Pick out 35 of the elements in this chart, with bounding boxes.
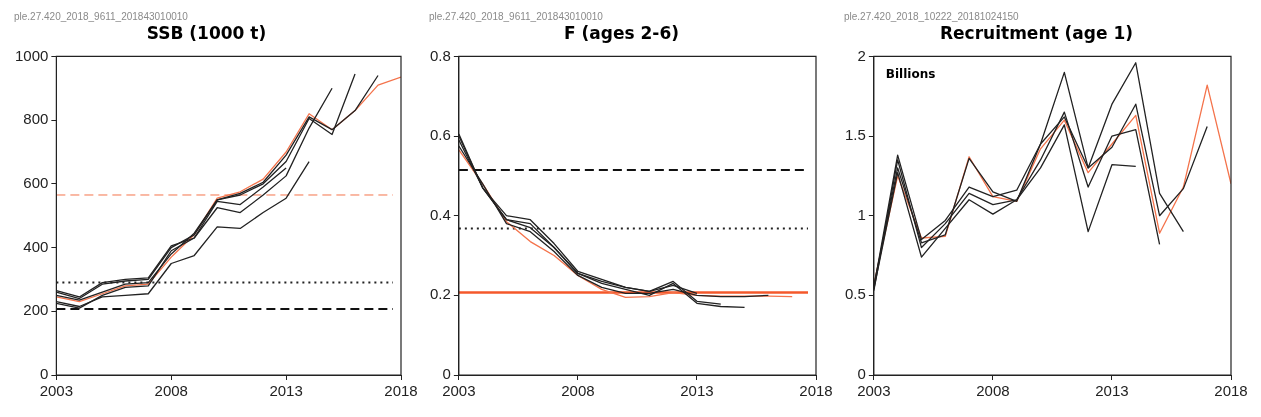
y-tick-label: 1000 <box>14 46 49 64</box>
x-tick-label: 2013 <box>269 382 303 400</box>
y-tick-label: 1 <box>857 205 866 223</box>
y-tick-label: 0 <box>442 365 451 383</box>
x-tick-label: 2018 <box>799 382 833 400</box>
y-tick-label: 0 <box>40 365 49 383</box>
y-tick-label: 400 <box>23 237 49 255</box>
x-tick-label: 2008 <box>154 382 188 400</box>
y-tick-label: 1.5 <box>844 126 866 144</box>
x-tick-label: 2018 <box>384 382 418 400</box>
y-tick-label: 0.4 <box>429 205 451 223</box>
x-tick-label: 2003 <box>39 382 74 400</box>
y-tick-label: 0 <box>857 365 866 383</box>
x-tick-label: 2013 <box>1095 382 1129 400</box>
text: ple.27.420_2018_9611_201843010010 <box>429 10 604 22</box>
text: ple.27.420_2018_10222_20181024150 <box>844 10 1020 22</box>
y-tick-label: 200 <box>23 301 49 319</box>
y-tick-label: 600 <box>23 173 49 191</box>
chart-title: F (ages 2-6) <box>564 22 679 43</box>
chart-title: SSB (1000 t) <box>146 22 267 43</box>
annotation: Billions <box>885 66 936 81</box>
x-tick-label: 2008 <box>976 382 1010 400</box>
x-tick-label: 2018 <box>1214 382 1248 400</box>
x-tick-label: 2003 <box>857 382 891 400</box>
y-tick-label: 2 <box>857 46 866 64</box>
y-tick-label: 0.6 <box>429 126 451 144</box>
y-tick-label: 0.5 <box>844 285 866 303</box>
y-tick-label: 0.8 <box>429 46 451 64</box>
y-tick-label: 0.2 <box>429 285 451 303</box>
x-tick-label: 2003 <box>442 382 476 400</box>
x-tick-label: 2008 <box>561 382 595 400</box>
x-tick-label: 2013 <box>680 382 714 400</box>
y-tick-label: 800 <box>23 110 49 128</box>
text: ple.27.420_2018_9611_201843010010 <box>14 10 189 22</box>
chart-title: Recruitment (age 1) <box>940 22 1133 43</box>
